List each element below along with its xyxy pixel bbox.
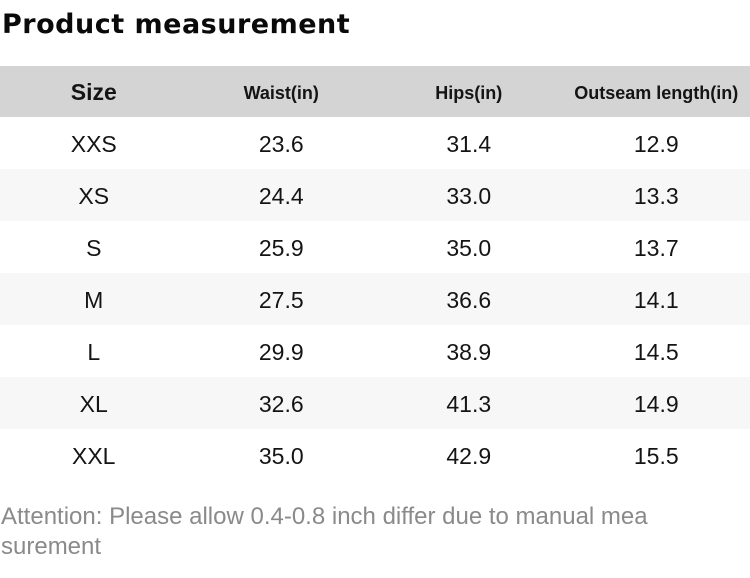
table-row-xxs: XXS 23.6 31.4 12.9 <box>0 117 750 169</box>
waist-cell: 27.5 <box>258 286 304 313</box>
table-row-xxl: XXL 35.0 42.9 15.5 <box>0 429 750 481</box>
waist-cell: 29.9 <box>258 338 304 365</box>
size-cell: XXL <box>72 442 116 469</box>
page-title: Product measurement <box>2 9 351 40</box>
table-header-row: Size Waist(in) Hips(in) Outseam length(i… <box>0 66 750 117</box>
attention-note-line-1: Attention: Please allow 0.4-0.8 inch dif… <box>1 503 648 530</box>
size-cell: XL <box>79 390 108 417</box>
hips-cell: 41.3 <box>446 390 492 417</box>
hips-cell: 38.9 <box>446 338 492 365</box>
table-row-xl: XL 32.6 41.3 14.9 <box>0 377 750 429</box>
column-header-hips: Hips(in) <box>435 82 503 103</box>
table-body: XXS 23.6 31.4 12.9 XS 24.4 33.0 13.3 S 2… <box>0 117 750 481</box>
size-cell: L <box>87 338 101 365</box>
outseam-cell: 14.5 <box>633 338 679 365</box>
size-cell: XS <box>78 182 110 209</box>
waist-cell: 35.0 <box>258 442 304 469</box>
hips-cell: 36.6 <box>446 286 492 313</box>
column-header-waist: Waist(in) <box>243 82 319 103</box>
size-cell: M <box>84 286 104 313</box>
attention-note-line-2: surement <box>1 533 102 560</box>
table-row-m: M 27.5 36.6 14.1 <box>0 273 750 325</box>
hips-cell: 35.0 <box>446 234 492 261</box>
column-header-outseam-length: Outseam length(in) <box>574 82 739 103</box>
hips-cell: 31.4 <box>446 130 492 157</box>
outseam-cell: 13.3 <box>633 182 679 209</box>
outseam-cell: 13.7 <box>633 234 679 261</box>
size-chart-table: Size Waist(in) Hips(in) Outseam length(i… <box>0 66 750 481</box>
waist-cell: 25.9 <box>258 234 304 261</box>
attention-note: Attention: Please allow 0.4-0.8 inch dif… <box>1 502 750 562</box>
waist-cell: 23.6 <box>258 130 304 157</box>
table-row-xs: XS 24.4 33.0 13.3 <box>0 169 750 221</box>
outseam-cell: 12.9 <box>633 130 679 157</box>
table-row-l: L 29.9 38.9 14.5 <box>0 325 750 377</box>
size-cell: S <box>86 234 102 261</box>
table-row-s: S 25.9 35.0 13.7 <box>0 221 750 273</box>
size-cell: XXS <box>70 130 117 157</box>
waist-cell: 24.4 <box>258 182 304 209</box>
outseam-cell: 15.5 <box>633 442 679 469</box>
column-header-size: Size <box>70 79 117 105</box>
outseam-cell: 14.1 <box>633 286 679 313</box>
hips-cell: 42.9 <box>446 442 492 469</box>
outseam-cell: 14.9 <box>633 390 679 417</box>
hips-cell: 33.0 <box>446 182 492 209</box>
waist-cell: 32.6 <box>258 390 304 417</box>
